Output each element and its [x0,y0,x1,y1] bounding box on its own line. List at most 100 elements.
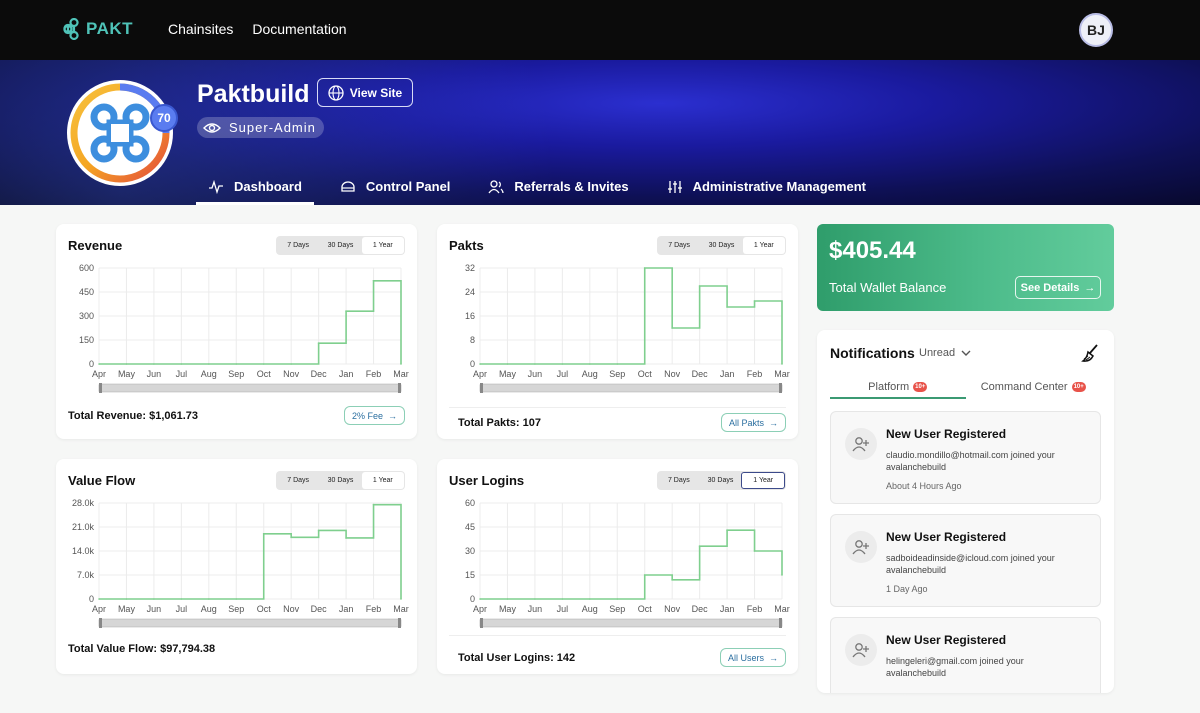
range-30-days[interactable]: 30 Days [708,242,735,249]
user-avatar[interactable]: BJ [1079,13,1113,47]
range-selector: 7 Days 30 Days 1 Year [276,471,405,490]
notification-time: 1 Day Ago [886,584,928,594]
card-title: Revenue [68,238,123,253]
range-30-days[interactable]: 30 Days [327,477,354,484]
total-pakts: Total Pakts: 107 [458,417,541,429]
range-7-days[interactable]: 7 Days [667,477,690,484]
data-point [671,327,673,329]
x-tick-label: Jul [557,604,569,614]
notification-tabs: Platform 10+ Command Center 10+ [830,374,1101,399]
tab-referrals-invites[interactable]: Referrals & Invites [476,168,640,205]
x-tick-label: Nov [283,369,300,379]
fee-button[interactable]: 2% Fee → [343,406,405,425]
range-30-days[interactable]: 30 Days [327,242,354,249]
data-point [479,598,481,600]
range-7-days[interactable]: 7 Days [287,477,310,484]
y-tick-label: 28.0k [72,498,95,508]
brush-handle-right [398,383,401,393]
x-tick-label: May [118,604,136,614]
range-1-year[interactable]: 1 Year [361,237,404,254]
range-selector: 7 Days 30 Days 1 Year [657,471,786,490]
notification-filter-dropdown[interactable]: Unread [919,347,971,359]
tab-command-center[interactable]: Command Center 10+ [966,374,1102,399]
y-tick-label: 600 [79,263,94,273]
data-point [506,363,509,365]
x-tick-label: Mar [774,604,790,614]
tab-dashboard[interactable]: Dashboard [196,168,314,205]
x-tick-label: Jan [339,369,354,379]
arrow-right-icon: → [769,417,778,428]
notification-item[interactable]: New User Registered sadboideadinside@icl… [830,514,1101,607]
data-point [643,574,646,576]
x-tick-label: Feb [747,369,763,379]
range-7-days[interactable]: 7 Days [668,242,691,249]
y-tick-label: 24 [465,287,475,297]
y-tick-label: 0 [89,359,94,369]
nav-documentation[interactable]: Documentation [252,21,347,37]
all-pakts-button[interactable]: All Pakts → [720,413,786,432]
see-details-button[interactable]: See Details → [1015,276,1101,299]
data-point [262,363,265,365]
range-7-days[interactable]: 7 Days [287,242,310,249]
data-point [345,310,347,312]
x-tick-label: Nov [664,604,681,614]
x-tick-label: Jan [720,369,735,379]
see-details-label: See Details [1020,281,1080,294]
x-tick-label: Apr [92,604,106,614]
fee-button-label: 2% Fee [351,410,383,421]
x-tick-label: Jan [720,604,735,614]
total-value-flow: Total Value Flow: $97,794.38 [68,643,216,655]
arrow-right-icon: → [1084,281,1096,294]
tab-platform[interactable]: Platform 10+ [830,374,966,399]
divider [449,635,786,636]
data-point [125,363,128,365]
tab-label: Control Panel [365,179,451,194]
notification-item[interactable]: New User Registered claudio.mondillo@hot… [830,411,1101,504]
range-1-year[interactable]: 1 Year [742,237,785,254]
range-brush [479,383,783,393]
pakt-logo[interactable]: PAKT [60,18,133,40]
wallet-amount: $405.44 [829,237,916,264]
x-tick-label: Aug [582,369,598,379]
notification-item[interactable]: New User Registered helingeleri@gmail.co… [830,617,1101,693]
x-tick-label: Nov [283,604,300,614]
data-point [290,363,292,365]
arrow-right-icon: → [388,410,397,421]
data-point [616,363,619,365]
view-site-label: View Site [349,85,403,100]
y-tick-label: 30 [465,546,475,556]
notifications-panel: Notifications Unread Platform 10+ Comman… [817,330,1114,693]
x-tick-label: Dec [311,369,328,379]
data-point [561,363,564,365]
x-tick-label: Sep [228,369,244,379]
range-1-year[interactable]: 1 Year [741,472,786,489]
org-header: 70 Paktbuild View Site Super-Admin Dashb… [0,60,1200,205]
y-tick-label: 45 [465,522,475,532]
pakts-chart: 0 8 16 24 32 Apr May Jun Jul Aug Sep Oct Nov Dec Jan Fe… [465,263,790,393]
all-users-button[interactable]: All Users → [719,648,786,667]
x-tick-label: Dec [311,604,328,614]
nav-chainsites[interactable]: Chainsites [168,21,234,37]
data-point [372,280,375,282]
view-site-button[interactable]: View Site [317,78,413,107]
data-point [400,598,402,600]
y-tick-label: 60 [465,498,475,508]
x-tick-label: Jun [528,369,543,379]
x-tick-label: Oct [638,604,653,614]
tab-control-panel[interactable]: Control Panel [328,168,463,205]
data-point [290,536,292,539]
range-1-year[interactable]: 1 Year [361,472,404,489]
brush-handle-right [779,383,782,393]
clear-all-broom-icon[interactable] [1081,343,1101,363]
data-point [180,598,183,600]
x-tick-label: Jun [528,604,543,614]
data-point [753,550,756,552]
data-point [534,363,536,365]
tab-administrative-management[interactable]: Administrative Management [655,168,878,205]
x-tick-label: Apr [473,369,487,379]
level-badge: 70 [150,104,178,132]
range-30-days[interactable]: 30 Days [707,477,734,484]
series-line [99,280,402,365]
x-tick-label: Aug [582,604,598,614]
user-plus-icon [845,634,877,666]
